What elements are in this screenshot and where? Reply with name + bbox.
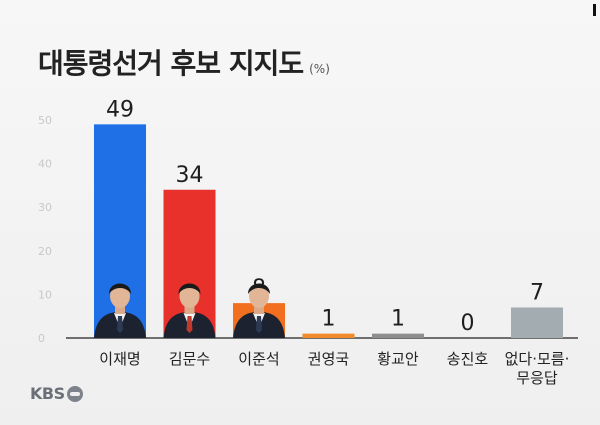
bar-5 — [372, 333, 424, 338]
bar-4 — [302, 333, 355, 338]
y-tick-label: 0 — [38, 332, 45, 345]
category-label: 이준석 — [238, 350, 279, 368]
y-tick-label: 10 — [38, 288, 52, 301]
category-label: 황교안 — [377, 350, 419, 368]
y-tick-label: 30 — [38, 201, 52, 214]
candidate-photo-2 — [163, 283, 216, 338]
data-label: 49 — [106, 97, 134, 122]
data-label: 0 — [461, 311, 475, 336]
data-label: 7 — [530, 280, 544, 305]
title-group: 대통령선거 후보 지지도 (%) — [38, 42, 330, 80]
corner-mark — [593, 4, 596, 16]
bar-7 — [511, 307, 563, 338]
y-tick-label: 20 — [38, 245, 52, 258]
category-label: 권영국 — [308, 350, 350, 368]
category-label: 없다·모름· — [505, 350, 570, 368]
candidate-photo-1 — [94, 283, 146, 338]
data-label: 1 — [391, 307, 405, 332]
data-label: 34 — [176, 163, 204, 188]
category-label: 김문수 — [169, 350, 210, 368]
y-tick-label: 50 — [38, 114, 52, 127]
y-tick-label: 40 — [38, 158, 52, 171]
logo-text: KBS — [30, 384, 65, 403]
category-label: 무응답 — [516, 369, 558, 387]
kbs-logo: KBS — [30, 384, 83, 403]
data-label: 1 — [322, 307, 336, 332]
candidate-photo-3 — [233, 283, 285, 338]
category-label: 송진호 — [447, 350, 489, 368]
unit-label: (%) — [309, 62, 330, 76]
category-label: 이재명 — [99, 350, 140, 368]
chart-title: 대통령선거 후보 지지도 — [38, 47, 304, 80]
logo-circle-icon — [66, 385, 83, 402]
